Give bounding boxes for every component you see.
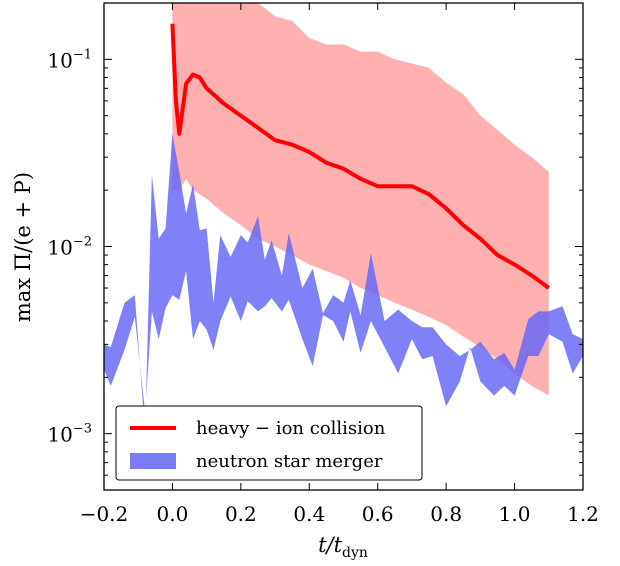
plot-frame (103, 2, 584, 491)
y-tick-label-base: 10 (47, 48, 72, 72)
x-tick-labels: −0.2 0.0 0.2 0.4 0.6 0.8 1.0 1.2 (80, 502, 599, 526)
x-tick-label: 0.4 (293, 502, 325, 526)
x-axis-label: t/tdyn (318, 533, 368, 561)
y-tick-labels: 10−310−210−1 (47, 47, 92, 446)
y-tick-label: 10−2 (47, 235, 92, 260)
y-tick-label-base: 10 (47, 236, 72, 260)
axis-ticks (103, 2, 584, 491)
y-tick-label-exponent: −1 (73, 47, 92, 62)
x-tick-label: −0.2 (80, 502, 129, 526)
y-tick-label-base: 10 (47, 423, 72, 447)
y-tick-label: 10−3 (47, 422, 92, 447)
x-tick-label: 0.6 (362, 502, 394, 526)
x-tick-label: 0.8 (430, 502, 462, 526)
y-tick-label: 10−1 (47, 47, 92, 72)
x-axis-label-sub: dyn (342, 545, 368, 561)
x-tick-label: 0.2 (225, 502, 257, 526)
neutron-star-band (104, 133, 583, 434)
x-axis-label-main: t/t (318, 533, 343, 557)
legend-label-neutron-star: neutron star merger (196, 451, 383, 472)
x-tick-label: 1.0 (499, 502, 531, 526)
y-tick-label-exponent: −2 (73, 235, 92, 250)
x-tick-label: 1.2 (567, 502, 599, 526)
heavy-ion-line (170, 23, 550, 290)
legend-swatch-neutron-star (130, 453, 176, 469)
legend-label-heavy-ion: heavy − ion collision (196, 418, 386, 439)
x-tick-label: 0.0 (157, 502, 189, 526)
legend-box (115, 405, 423, 481)
y-tick-label-exponent: −3 (73, 422, 92, 437)
legend: heavy − ion collision neutron star merge… (115, 405, 423, 481)
plot-area (104, 3, 583, 434)
y-axis-label: max Π/(e + P) (11, 172, 35, 322)
heavy-ion-band (172, 3, 549, 396)
